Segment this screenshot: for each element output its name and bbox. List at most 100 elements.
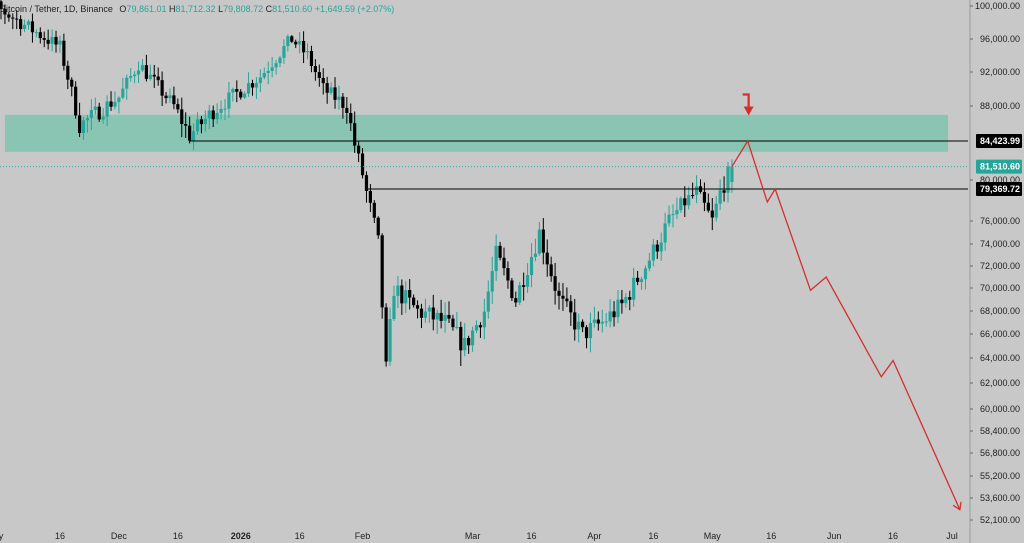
candle	[577, 313, 581, 343]
candle	[7, 11, 11, 22]
candle-body	[207, 110, 211, 119]
candle	[246, 72, 251, 97]
x-tick-label: y	[0, 531, 4, 541]
candle-body	[219, 109, 223, 113]
candle	[632, 267, 636, 307]
candle-body	[243, 93, 247, 98]
candle-body	[596, 319, 600, 324]
candle-body	[30, 21, 35, 33]
candle	[121, 77, 125, 100]
candle-body	[81, 120, 86, 134]
candle-body	[298, 40, 302, 45]
candle-body	[525, 275, 530, 287]
candle-body	[529, 256, 534, 276]
candle	[388, 307, 392, 367]
candle-body	[133, 74, 137, 77]
candle	[313, 59, 317, 81]
candle-body	[584, 327, 589, 339]
x-tick-label: Dec	[111, 531, 128, 541]
candle-body	[85, 118, 90, 121]
candle-body	[176, 104, 180, 110]
candle-body	[3, 8, 7, 15]
ohlc-high-value: 81,712.32	[175, 4, 216, 14]
candle	[337, 85, 341, 110]
candle-body	[730, 166, 734, 182]
candle-body	[447, 314, 451, 319]
candle	[176, 98, 180, 114]
candle	[0, 0, 3, 20]
candle-body	[54, 36, 58, 45]
candle-body	[486, 291, 490, 312]
x-tick-label: 16	[295, 531, 305, 541]
candle-body	[423, 311, 428, 318]
candle	[286, 34, 290, 52]
candle-body	[588, 322, 593, 339]
candle	[404, 281, 408, 314]
x-tick-label: 16	[527, 531, 537, 541]
candle	[396, 276, 400, 309]
candle	[180, 97, 184, 138]
candle-body	[419, 308, 424, 318]
candle-body	[691, 195, 695, 197]
candle-body	[305, 51, 310, 53]
ohlc-low-label: L	[218, 4, 224, 14]
candle	[298, 32, 302, 54]
level-lower-badge: 79,369.72	[976, 182, 1022, 196]
candle	[50, 29, 54, 52]
candle-body	[42, 38, 46, 40]
candle	[541, 218, 545, 265]
candle-body	[46, 39, 50, 44]
candle-body	[604, 321, 608, 323]
candle	[447, 301, 451, 324]
zone-layer	[4, 114, 949, 152]
x-tick-label: 16	[173, 531, 183, 541]
candle	[702, 182, 707, 212]
candle-body	[443, 314, 447, 321]
candle-body	[632, 277, 636, 300]
candle	[486, 280, 490, 319]
candle	[518, 281, 522, 305]
candle	[545, 239, 549, 277]
candle	[152, 64, 156, 88]
candle	[612, 301, 616, 327]
candle	[628, 290, 632, 311]
symbol-title[interactable]: Bitcoin / Tether, 1D, Binance	[0, 4, 113, 14]
candle-body	[671, 214, 675, 216]
candle-body	[74, 86, 78, 116]
candle-body	[565, 298, 569, 302]
current-price-badge: 81,510.60	[976, 159, 1022, 174]
candle	[730, 159, 734, 193]
candle	[565, 287, 569, 307]
candle-body	[345, 107, 349, 113]
candle-body	[533, 253, 538, 257]
candle	[616, 290, 620, 324]
candle-body	[254, 83, 259, 88]
ohlc-close-value: 81,510.60	[272, 4, 313, 14]
y-tick-label: 56,800.00	[980, 448, 1020, 458]
candle-body	[702, 191, 707, 203]
candle-body	[357, 145, 361, 154]
candle	[639, 276, 644, 290]
candle-body	[148, 74, 152, 79]
candle-body	[726, 166, 730, 193]
candle	[412, 294, 416, 308]
candle-body	[62, 40, 66, 66]
candle-body	[679, 198, 683, 211]
candle-body	[636, 277, 640, 282]
candle	[274, 59, 278, 75]
candle-body	[502, 257, 506, 269]
candle	[290, 35, 294, 44]
candle	[675, 197, 679, 219]
candle	[309, 45, 314, 73]
candle-body	[97, 106, 101, 120]
candle-body	[180, 109, 184, 124]
candle-body	[372, 202, 376, 218]
candle-body	[191, 131, 196, 141]
candle	[125, 74, 129, 100]
y-tick-label: 88,000.00	[980, 101, 1020, 111]
candle	[400, 279, 404, 315]
y-tick-label: 53,600.00	[980, 493, 1020, 503]
y-tick-label: 68,000.00	[980, 306, 1020, 316]
